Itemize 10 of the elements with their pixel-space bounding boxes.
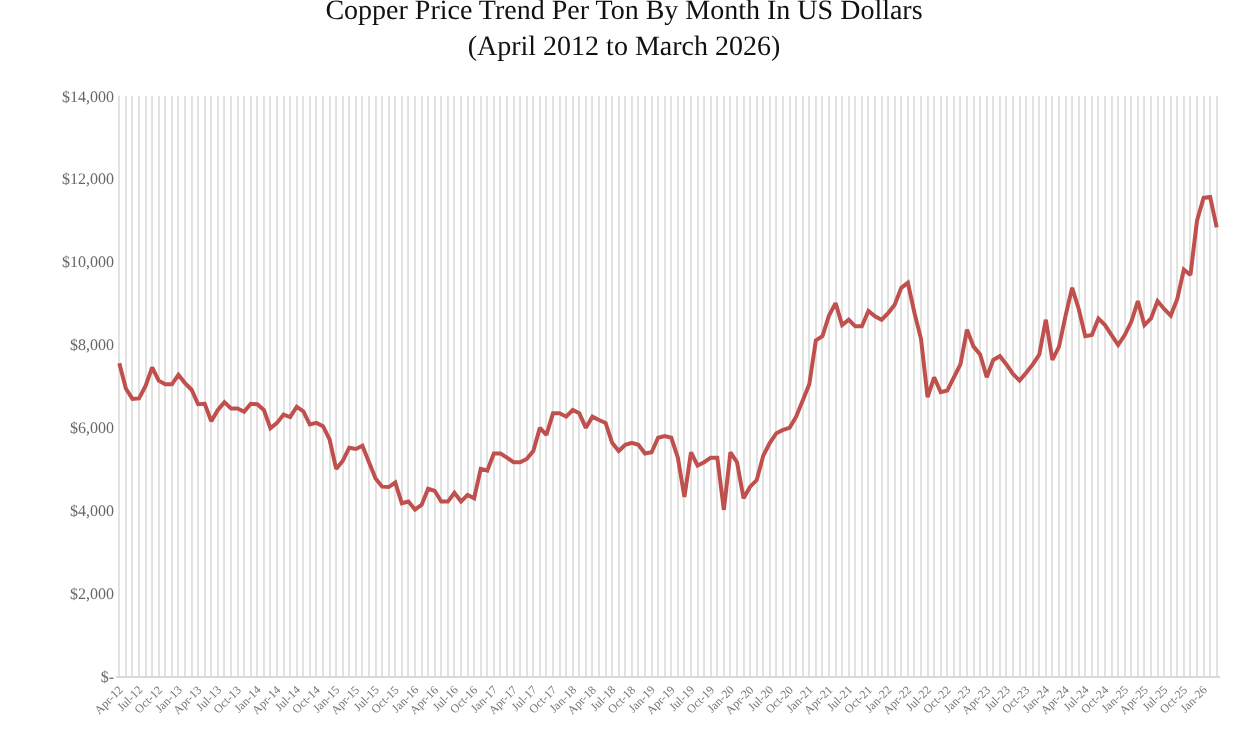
y-tick-label: $14,000 [62,87,114,106]
y-tick-label: $6,000 [70,419,114,438]
y-tick-label: $10,000 [62,253,114,272]
y-tick-label: $4,000 [70,501,114,520]
y-tick-label: $- [100,667,115,686]
y-tick-label: $8,000 [70,336,114,355]
chart-title: Copper Price Trend Per Ton By Month In US Dollars (April 2012 to March 2026) [325,0,923,63]
y-tick-label: $2,000 [70,584,114,603]
y-tick-label: $12,000 [62,170,114,189]
line-series [117,195,1219,512]
